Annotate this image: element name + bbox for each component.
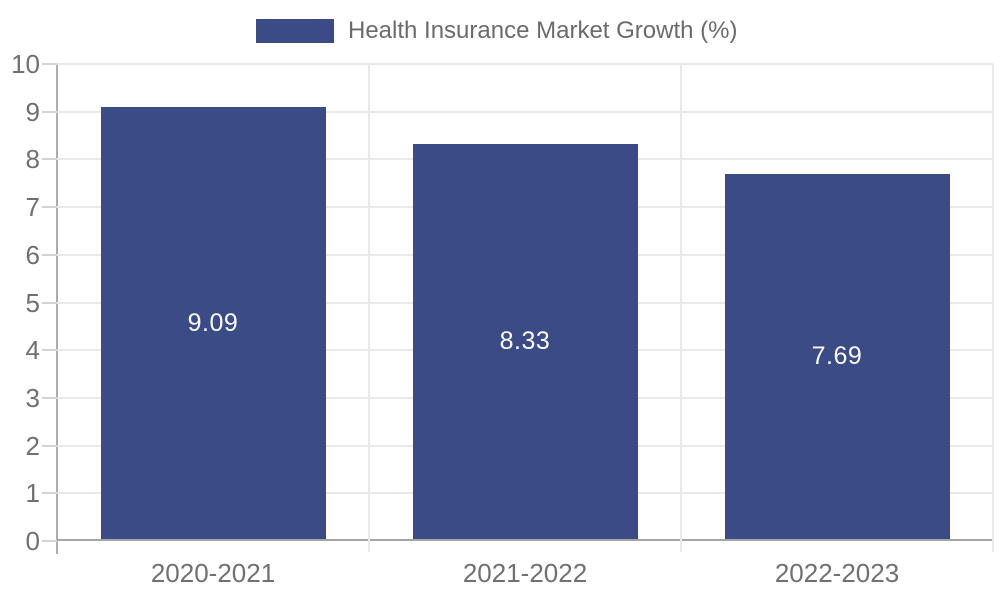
bar: 7.69 [724,174,950,539]
y-axis-line [56,64,58,554]
y-tick-label: 2 [25,430,40,461]
bar: 8.33 [412,143,638,539]
y-tick-label: 4 [25,335,40,366]
y-tick-mark [42,253,57,256]
v-gridline [680,64,682,552]
y-tick-label: 10 [11,49,40,79]
y-tick-mark [42,206,57,209]
h-gridline [57,110,993,113]
y-tick-mark [42,158,57,161]
y-tick-mark [42,492,57,495]
x-axis-line [57,539,993,541]
x-tick-label: 2020-2021 [150,558,276,588]
y-tick-label: 3 [25,382,40,413]
x-tick-label: 2022-2023 [774,558,900,588]
v-gridline [368,64,370,552]
y-tick-mark [42,110,57,113]
h-gridline [57,63,993,65]
chart-legend: Health Insurance Market Growth (%) [256,17,737,45]
v-gridline [992,64,994,552]
x-tick-label: 2021-2022 [462,558,588,588]
y-tick-label: 1 [25,478,40,509]
bar: 9.09 [100,107,326,539]
y-tick-label: 5 [25,287,40,318]
y-tick-mark [42,349,57,352]
y-tick-mark [42,63,57,65]
plot-area: 0 1 2 3 4 5 6 7 8 9 10 9.09 2020-2021 8.33 2021-2022 7.… [11,51,994,588]
bar-value-label: 9.09 [187,308,239,337]
y-tick-label: 7 [25,192,40,223]
y-tick-label: 9 [25,96,40,127]
y-tick-label: 6 [25,239,40,270]
y-tick-mark [42,396,57,399]
legend-swatch-icon [256,19,334,43]
bar-value-label: 7.69 [811,342,863,371]
legend-label: Health Insurance Market Growth (%) [348,17,738,44]
y-tick-mark [42,301,57,304]
y-tick-label: 0 [25,526,40,556]
y-tick-label: 8 [25,144,40,175]
y-tick-mark [42,444,57,447]
bar-value-label: 8.33 [499,326,551,355]
y-tick-mark [42,540,57,542]
